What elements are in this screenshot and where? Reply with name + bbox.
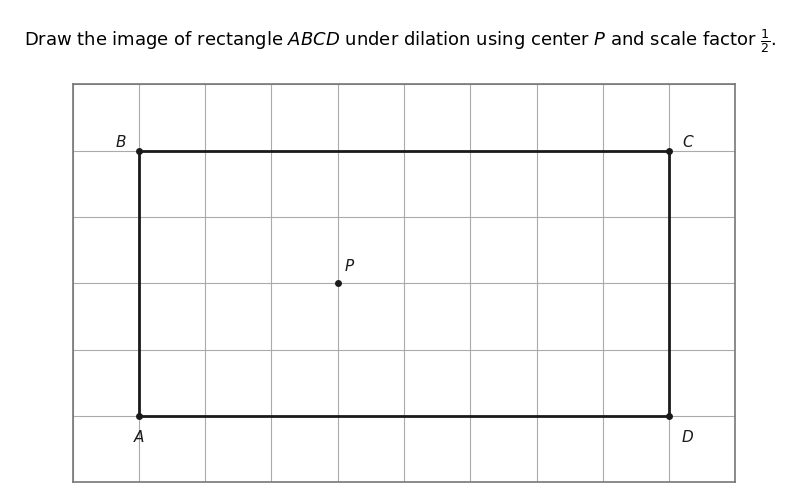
Text: Draw the image of rectangle $\mathit{ABCD}$ under dilation using center $\mathit: Draw the image of rectangle $\mathit{ABC… [24,27,777,55]
Text: P: P [345,259,354,274]
Text: A: A [134,429,144,444]
Text: C: C [682,135,693,150]
Text: B: B [115,135,126,150]
Text: D: D [682,429,694,444]
